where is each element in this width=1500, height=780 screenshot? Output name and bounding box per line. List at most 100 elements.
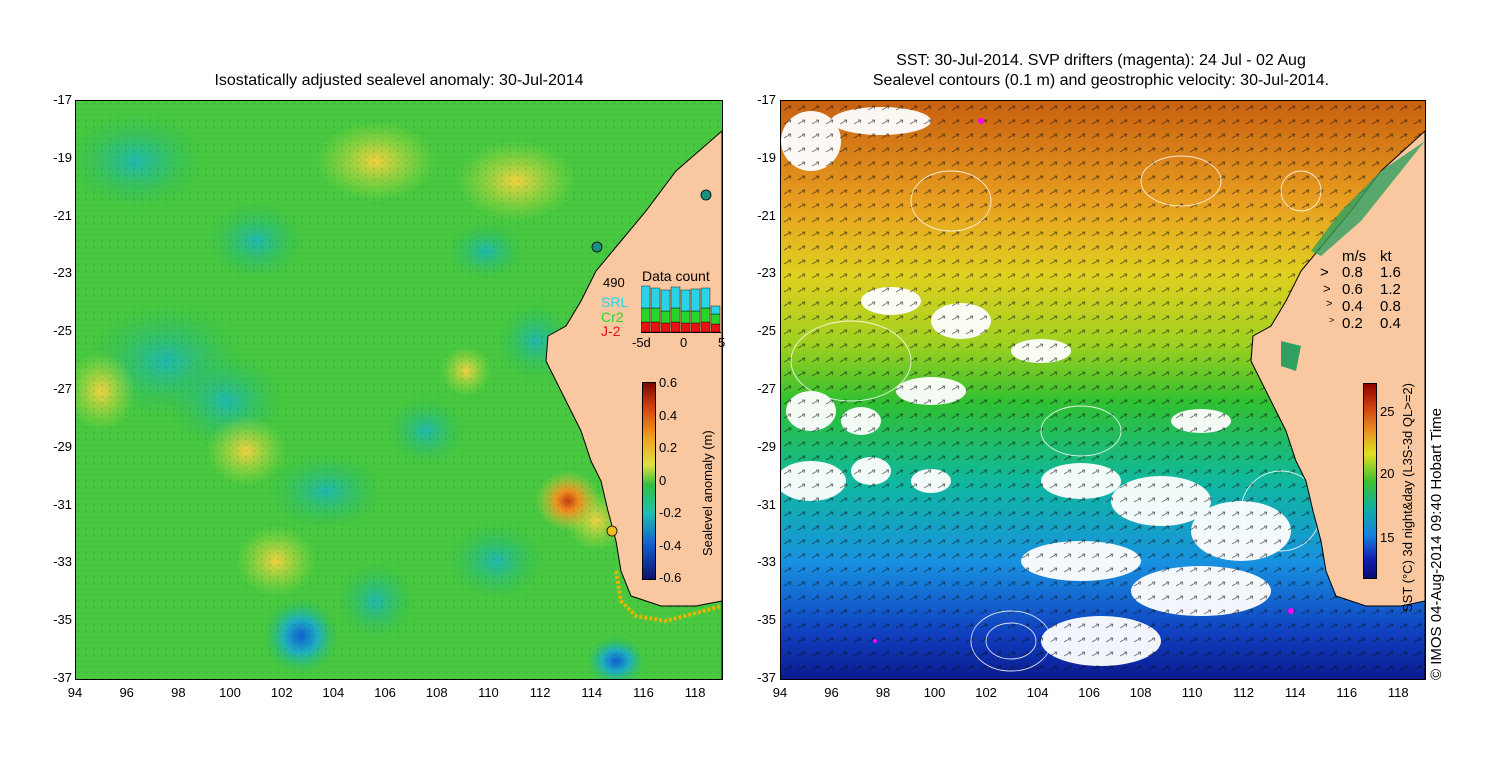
right-x-tick: 114 [1284,685,1306,700]
sealevel-colorbar-tick: 0.6 [659,375,678,390]
right-y-tick: -29 [757,438,776,454]
velocity-legend-kt: 1.6 [1380,264,1401,281]
data-count-histogram [640,284,721,333]
left-x-tick: 112 [529,685,551,700]
sealevel-colorbar-tick: -0.2 [659,505,682,520]
right-y-tick: -31 [757,496,776,512]
histogram-bar [670,307,681,323]
histogram-bar [710,313,721,325]
sealevel-colorbar-tick: 0.4 [659,407,678,423]
left-x-tick: 116 [633,685,654,700]
histogram-bar [710,305,721,315]
velocity-legend-kt: 0.8 [1380,298,1401,315]
right-x-tick: 118 [1387,685,1409,700]
histogram-bar [680,310,691,324]
left-x-tick: 106 [374,685,396,700]
left-x-tick: 100 [219,685,241,700]
data-count-axis-start: -5d [632,335,651,350]
histogram-bar [670,321,681,333]
left-x-tick: 114 [581,685,603,700]
data-count-axis-zero: 0 [680,335,688,350]
sst-map-svg [781,101,1425,679]
right-y-tick: -37 [757,670,776,685]
left-x-tick: 98 [171,685,186,700]
velocity-legend-arrow: > [1326,298,1333,310]
right-y-tick: -27 [757,381,776,396]
histogram-bar [650,321,661,333]
sealevel-colorbar-tick: 0.2 [659,440,678,455]
velocity-legend-ms: 0.2 [1342,315,1363,332]
right-x-tick: 96 [824,685,839,700]
left-y-tick: -17 [53,92,72,107]
histogram-bar [650,287,661,309]
right-y-tick: -21 [757,207,776,223]
sealevel-map-svg [76,101,722,679]
sst-colorbar-tick: 20 [1380,466,1395,481]
velocity-legend-kt: 1.2 [1380,281,1401,298]
sealevel-colorbar-label: Sealevel anomaly (m) [700,430,715,556]
right-x-tick: 100 [923,685,946,700]
left-y-tick: -33 [53,554,72,570]
left-x-tick: 102 [270,685,293,700]
left-y-tick: -21 [53,207,72,223]
velocity-legend-arrow: > [1320,264,1329,281]
data-count-label: Data count [642,268,710,284]
left-y-tick: -35 [53,612,72,628]
data-count-axis-end: 5 [718,335,726,350]
velocity-legend-arrow: > [1329,315,1335,325]
velocity-legend-ms: 0.4 [1342,298,1363,315]
right-y-tick: -23 [757,265,776,281]
velocity-legend-ms: 0.6 [1342,281,1363,298]
left-panel-title: Isostatically adjusted sealevel anomaly:… [214,72,584,89]
velocity-legend-arrow: > [1323,281,1331,296]
right-y-tick: -35 [757,612,776,628]
right-y-tick: -25 [757,323,776,339]
histogram-bar [690,288,701,312]
sst-colorbar-label: SST (°C) 3d night&day (L3S-3d QL>=2) [1400,383,1415,612]
histogram-bar [640,285,651,309]
right-y-tick: -17 [757,92,776,107]
histogram-bar [670,286,681,309]
histogram-bar [690,322,701,333]
sealevel-colorbar [642,382,656,580]
histogram-bar [680,322,691,333]
right-x-tick: 98 [875,685,891,700]
histogram-bar [640,307,651,323]
left-x-tick: 108 [425,685,448,700]
histogram-bar [700,287,711,309]
histogram-bar [710,323,721,333]
histogram-bar [660,322,671,333]
data-count-series-j2: J-2 [601,323,621,339]
right-y-tick: -19 [757,149,776,165]
velocity-legend-header-kt: kt [1380,248,1392,265]
data-count-series-cr2: Cr2 [601,309,624,325]
sst-colorbar [1363,383,1377,579]
right-x-tick: 94 [772,685,788,700]
imos-credit: © IMOS 04-Aug-2014 09:40 Hobart Time [1428,407,1445,680]
sealevel-colorbar-tick: -0.6 [659,570,682,585]
left-y-tick: -25 [53,323,72,339]
right-y-tick: -33 [757,554,776,570]
right-x-tick: 116 [1336,685,1358,700]
histogram-bar [660,310,671,324]
left-y-tick: -37 [53,670,72,685]
sealevel-anomaly-map [75,100,723,680]
right-x-tick: 104 [1026,685,1049,700]
right-x-tick: 112 [1233,685,1255,700]
data-count-series-srl: SRL [601,294,629,310]
sst-colorbar-tick: 25 [1380,404,1395,419]
right-x-tick: 106 [1078,685,1100,700]
left-y-tick: -19 [53,149,72,165]
velocity-legend-ms: 0.8 [1342,264,1363,281]
sealevel-colorbar-tick: 0 [659,472,667,488]
histogram-bar [660,289,671,312]
right-x-tick: 102 [975,685,997,700]
right-panel-title-line1: SST: 30-Jul-2014. SVP drifters (magenta)… [896,52,1306,69]
data-count-max: 490 [603,275,625,290]
left-y-tick: -31 [53,496,72,512]
right-panel-title-line2: Sealevel contours (0.1 m) and geostrophi… [872,72,1330,89]
sst-map [780,100,1426,680]
left-y-tick: -23 [53,265,72,281]
left-x-tick: 104 [322,685,345,700]
histogram-bar [650,307,661,323]
